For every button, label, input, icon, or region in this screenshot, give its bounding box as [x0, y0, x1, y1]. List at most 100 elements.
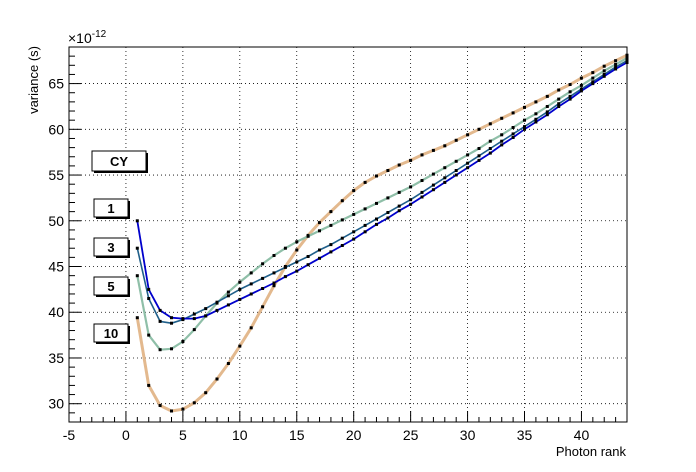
data-point — [454, 159, 458, 163]
x-tick-label: 0 — [122, 427, 130, 443]
data-point — [226, 290, 230, 294]
data-point — [523, 127, 526, 131]
data-point — [318, 256, 321, 260]
data-point — [409, 198, 413, 202]
data-point — [557, 105, 561, 108]
data-point — [135, 219, 139, 223]
data-point — [363, 207, 367, 211]
data-point — [579, 87, 583, 91]
data-point — [523, 105, 526, 109]
data-point — [340, 244, 344, 247]
data-point — [602, 72, 606, 76]
data-point — [545, 113, 549, 117]
data-point — [466, 166, 470, 170]
data-point — [295, 260, 299, 264]
x-tick-label: 30 — [460, 427, 476, 443]
y-axis-title: variance (s) — [26, 46, 41, 114]
data-point — [147, 333, 151, 337]
data-point — [431, 183, 435, 187]
data-point — [579, 76, 583, 80]
data-point — [249, 326, 253, 330]
data-point — [135, 246, 139, 250]
data-point — [363, 180, 367, 184]
data-point — [500, 133, 504, 137]
data-point — [602, 69, 606, 73]
data-point — [477, 147, 481, 150]
data-point — [488, 139, 492, 143]
data-point — [375, 201, 378, 205]
data-point — [170, 347, 173, 351]
data-point — [329, 210, 333, 214]
data-point — [283, 265, 287, 269]
legend-label-text: 3 — [107, 240, 114, 255]
data-point — [534, 112, 538, 116]
data-point — [454, 169, 458, 172]
data-point — [352, 212, 356, 216]
data-point — [272, 284, 276, 288]
data-point — [215, 300, 219, 304]
y-tick-label: 40 — [48, 304, 64, 320]
y-tick-label: 45 — [48, 259, 64, 275]
y-tick-label: 30 — [48, 396, 64, 412]
data-point — [147, 297, 151, 300]
data-point — [238, 344, 242, 348]
data-point — [409, 202, 413, 206]
data-point — [488, 151, 492, 155]
data-point — [557, 88, 561, 92]
data-point — [261, 305, 265, 309]
y-tick-label: 55 — [48, 167, 64, 183]
data-point — [545, 94, 549, 98]
data-point — [170, 409, 173, 413]
data-point — [397, 163, 401, 167]
legend-label-box — [93, 237, 129, 257]
data-point — [158, 348, 162, 352]
data-point — [329, 223, 333, 227]
data-point — [386, 169, 390, 172]
data-point — [306, 234, 310, 238]
data-point — [443, 144, 447, 148]
legend-label-box — [93, 198, 129, 218]
data-point — [431, 172, 435, 176]
data-point — [614, 65, 618, 69]
data-point — [158, 319, 162, 323]
data-point — [534, 117, 538, 121]
data-point — [386, 216, 390, 220]
legend-label-box — [91, 150, 147, 172]
data-point — [534, 100, 538, 104]
data-point — [135, 274, 139, 278]
x-axis-title: Photon rank — [556, 444, 627, 459]
data-point — [238, 287, 242, 291]
data-point — [192, 328, 196, 332]
data-point — [340, 218, 344, 222]
data-point — [215, 377, 219, 381]
data-point — [454, 138, 458, 142]
data-point — [431, 148, 435, 152]
data-point — [557, 102, 561, 106]
series-line-10 — [135, 53, 628, 413]
data-point — [318, 221, 321, 225]
data-point — [477, 154, 481, 158]
data-point — [170, 316, 173, 320]
data-point — [215, 308, 219, 312]
x-tick-label: 5 — [179, 427, 187, 443]
data-point — [420, 153, 424, 157]
data-point — [261, 276, 265, 280]
data-point — [306, 255, 310, 258]
data-point — [272, 281, 276, 285]
data-point — [249, 271, 253, 275]
series-line-1 — [136, 61, 628, 320]
data-point — [192, 401, 196, 405]
data-point — [591, 76, 595, 80]
data-point — [261, 287, 265, 290]
x-tick-label: 10 — [232, 427, 248, 443]
legend-label-text: CY — [110, 154, 128, 169]
data-point — [488, 147, 492, 150]
data-point — [386, 211, 390, 214]
data-point — [283, 246, 287, 250]
x-tick-label: 15 — [289, 427, 305, 443]
data-point — [135, 316, 139, 320]
data-point — [192, 312, 196, 316]
data-point — [352, 189, 356, 193]
data-point — [568, 90, 572, 94]
